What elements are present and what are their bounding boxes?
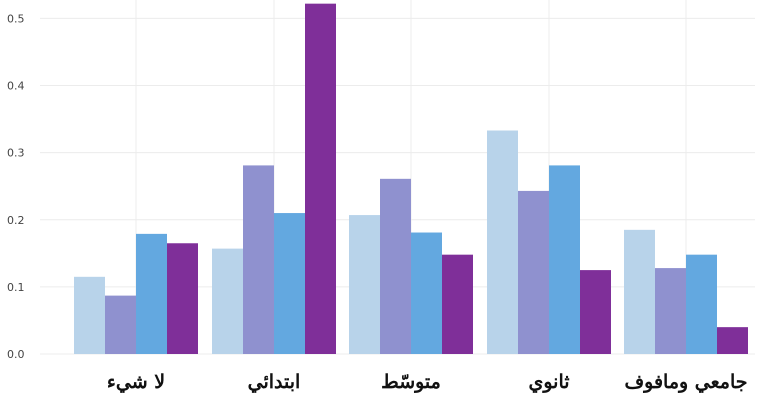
y-tick-label: 0.0 xyxy=(7,348,25,361)
x-tick-label: ابتدائي xyxy=(248,371,301,394)
x-tick-label: متوسّط xyxy=(381,371,441,393)
bar-2-1 xyxy=(380,178,411,354)
bar-4-0 xyxy=(624,229,655,354)
x-axis-ticks: لا شيء ابتدائي متوسّط ثانوي جامعي ومافوف xyxy=(107,371,748,394)
y-tick-label: 0.4 xyxy=(7,80,25,93)
bars xyxy=(74,3,748,355)
bar-2-2 xyxy=(411,232,442,354)
y-tick-label: 0.2 xyxy=(7,214,25,227)
bar-2-0 xyxy=(349,215,380,354)
bar-0-3 xyxy=(167,243,198,354)
x-tick-label: لا شيء xyxy=(107,371,165,394)
bar-2-3 xyxy=(442,254,473,354)
bar-4-1 xyxy=(655,268,686,354)
y-tick-label: 0.1 xyxy=(7,281,25,294)
y-axis-ticks: 0.0 0.1 0.2 0.3 0.4 0.5 xyxy=(7,12,25,361)
y-tick-label: 0.5 xyxy=(7,12,25,25)
bar-1-0 xyxy=(212,248,243,354)
bar-1-1 xyxy=(243,165,274,354)
bar-3-0 xyxy=(487,130,518,354)
bar-0-2 xyxy=(136,233,167,354)
bar-3-2 xyxy=(549,165,580,354)
bar-4-2 xyxy=(686,254,717,354)
y-tick-label: 0.3 xyxy=(7,147,25,160)
bar-0-0 xyxy=(74,276,105,354)
bar-4-3 xyxy=(717,327,748,354)
bar-1-2 xyxy=(274,213,305,354)
bar-1-3 xyxy=(305,3,336,355)
x-tick-label: جامعي ومافوف xyxy=(624,371,747,394)
bar-3-3 xyxy=(580,270,611,354)
bar-0-1 xyxy=(105,295,136,354)
bar-3-1 xyxy=(518,190,549,354)
x-tick-label: ثانوي xyxy=(528,371,569,394)
